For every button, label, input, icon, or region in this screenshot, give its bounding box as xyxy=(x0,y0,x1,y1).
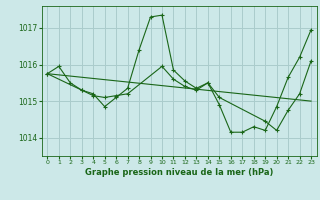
X-axis label: Graphe pression niveau de la mer (hPa): Graphe pression niveau de la mer (hPa) xyxy=(85,168,273,177)
